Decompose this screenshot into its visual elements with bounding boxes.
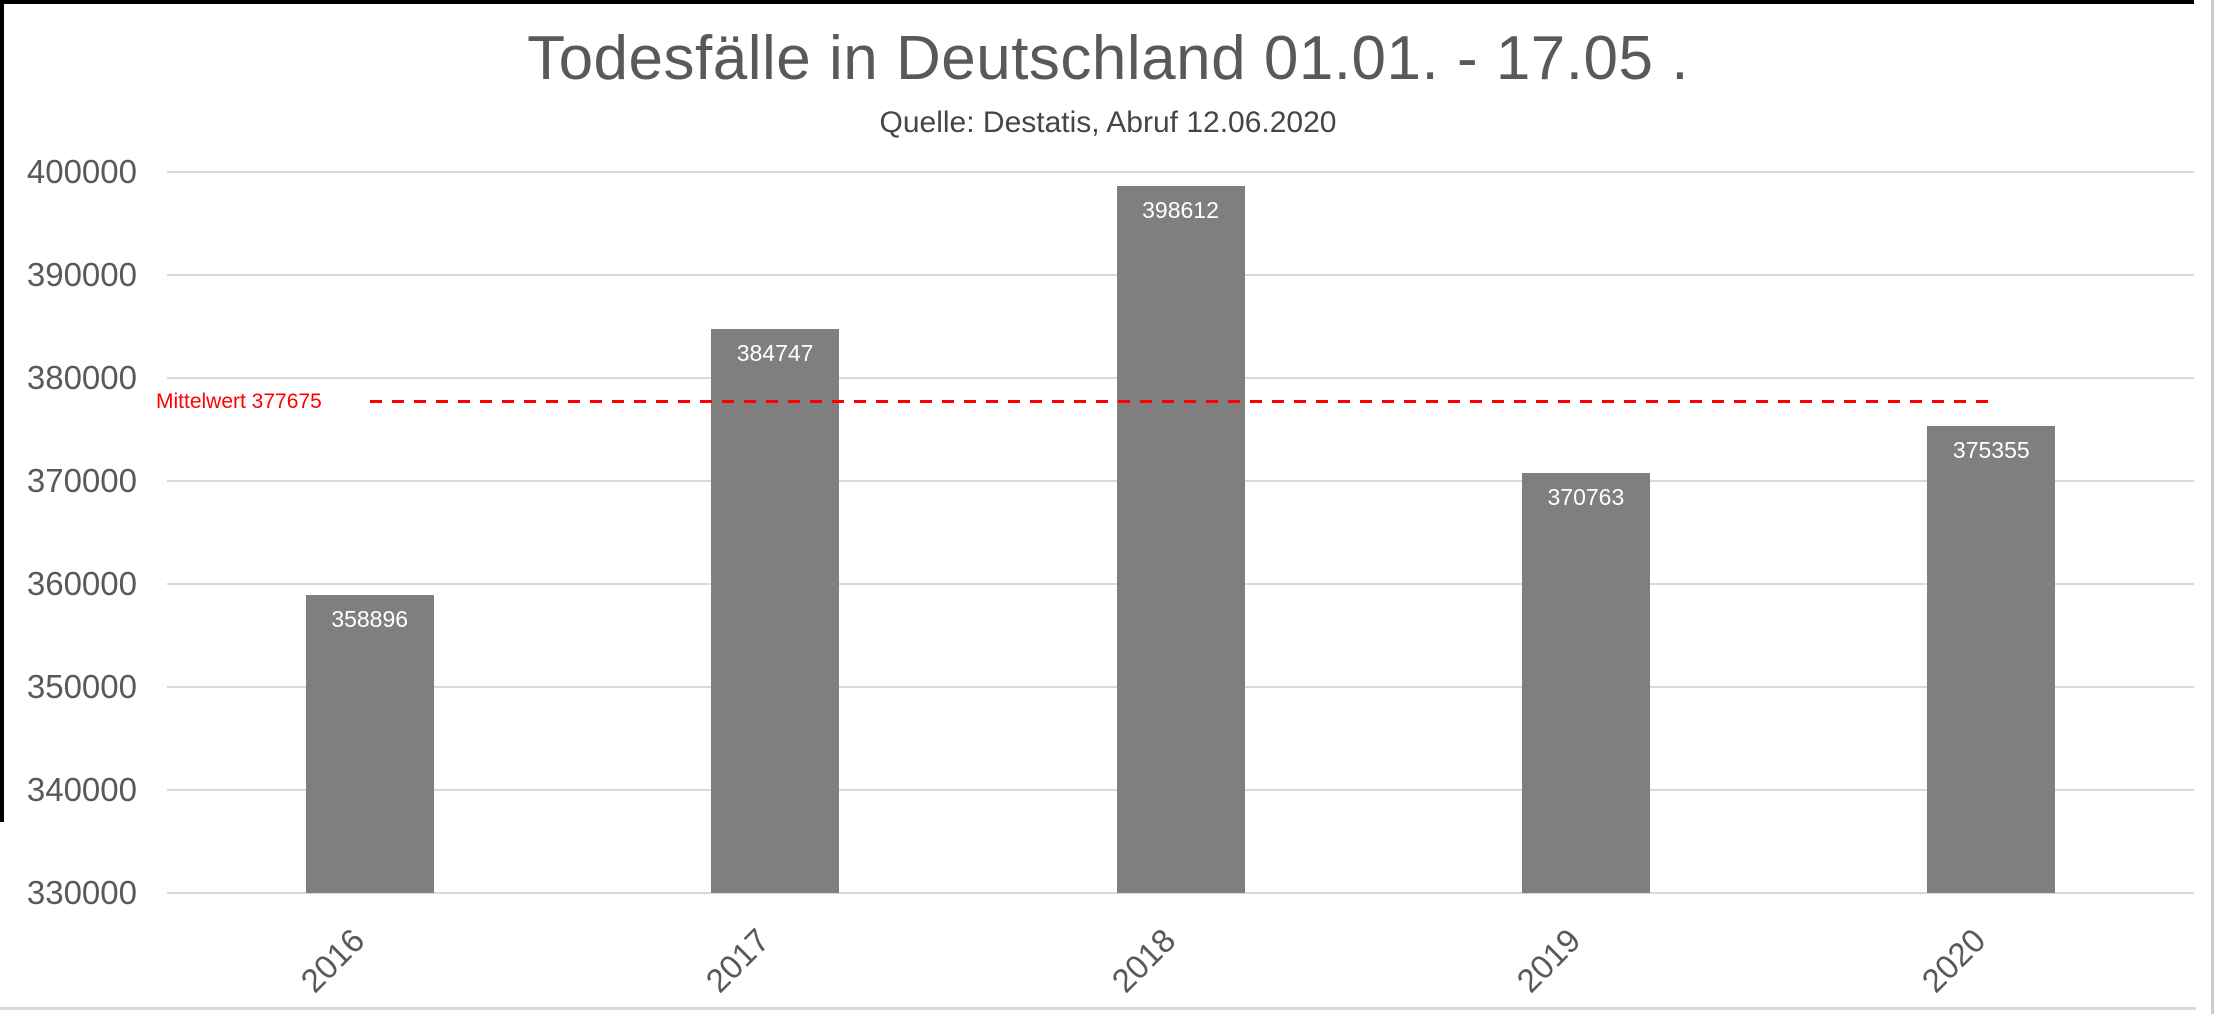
y-tick-label: 400000 — [26, 153, 137, 190]
x-tick-label-2020: 2020 — [1914, 921, 1993, 1000]
x-tick-label-2016: 2016 — [293, 921, 372, 1000]
gridline-330000 — [167, 892, 2194, 894]
mean-line — [369, 400, 1992, 404]
y-tick-label: 340000 — [26, 771, 137, 808]
mean-line-label: Mittelwert 377675 — [156, 389, 322, 413]
bar-value-label: 358896 — [331, 606, 409, 633]
window-edge-bottom — [0, 1007, 2196, 1010]
chart-title: Todesfälle in Deutschland 01.01. - 17.05… — [527, 24, 1689, 93]
x-tick-label-2017: 2017 — [698, 921, 777, 1000]
y-tick-label: 370000 — [26, 462, 137, 499]
chart-border-left — [0, 0, 4, 822]
x-tick-label-2019: 2019 — [1509, 921, 1588, 1000]
bar-2016: 358896 — [305, 595, 434, 893]
y-tick-label: 330000 — [26, 874, 137, 911]
x-tick-label-2018: 2018 — [1103, 921, 1182, 1000]
y-tick-label: 390000 — [26, 256, 137, 293]
bar-value-label: 370763 — [1547, 484, 1625, 511]
bar-2020: 375355 — [1927, 425, 2056, 893]
bar-value-label: 398612 — [1142, 197, 1219, 224]
y-tick-label: 380000 — [26, 359, 137, 396]
window-edge-right — [2211, 0, 2214, 1014]
bar-value-label: 384747 — [736, 340, 814, 367]
chart-border-top — [0, 0, 2194, 4]
y-tick-label: 350000 — [26, 668, 137, 705]
gridline-400000 — [167, 171, 2194, 173]
y-tick-label: 360000 — [26, 565, 137, 602]
bar-value-label: 375355 — [1952, 436, 2030, 463]
bar-2019: 370763 — [1521, 473, 1650, 893]
bar-2017: 384747 — [711, 329, 840, 893]
chart-subtitle: Quelle: Destatis, Abruf 12.06.2020 — [879, 106, 1337, 139]
bar-2018: 398612 — [1116, 186, 1245, 893]
